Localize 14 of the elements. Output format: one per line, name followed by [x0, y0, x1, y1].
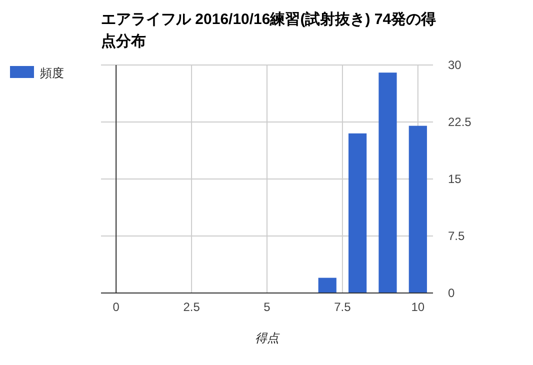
x-tick-label: 5: [264, 300, 271, 314]
y-tick-label: 30: [448, 58, 462, 72]
x-tick-label: 0: [112, 300, 120, 314]
y-tick-label: 0: [448, 286, 455, 300]
y-tick-label: 15: [448, 172, 462, 186]
x-tick-label: 10: [411, 300, 425, 314]
y-tick-label: 7.5: [448, 229, 466, 243]
x-tick-label: 7.5: [334, 300, 352, 314]
chart-title: エアライフル 2016/10/16練習(試射抜き) 74発の得点分布: [101, 11, 436, 50]
x-axis-title: 得点: [255, 331, 280, 345]
legend: 頻度: [10, 66, 64, 80]
legend-label: 頻度: [40, 66, 64, 80]
y-tick-label: 22.5: [448, 115, 472, 129]
x-tick-label: 2.5: [183, 300, 200, 314]
